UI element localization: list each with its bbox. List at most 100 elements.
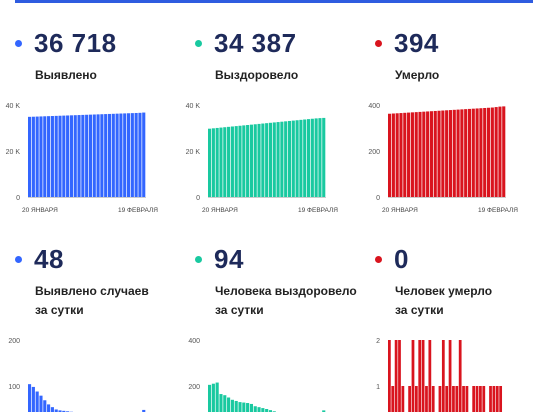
- bar: [475, 108, 479, 197]
- daily-deaths-label: Человек умерло за сутки: [395, 284, 493, 317]
- bar: [73, 115, 77, 197]
- bar: [428, 340, 432, 412]
- bar: [295, 120, 299, 197]
- bar: [208, 384, 212, 412]
- y-tick-label: 20 K: [6, 149, 21, 156]
- bar: [441, 340, 445, 412]
- y-tick-label: 400: [188, 338, 200, 345]
- bar: [246, 125, 250, 197]
- bar: [314, 118, 318, 197]
- bar: [215, 127, 219, 197]
- chart-daily-recovered: 400 200: [188, 338, 326, 412]
- bar: [31, 116, 35, 197]
- bar: [490, 107, 494, 197]
- bar: [62, 115, 66, 197]
- bar: [238, 125, 242, 197]
- bar: [130, 113, 134, 197]
- chart-daily-deaths: 21: [376, 338, 503, 412]
- stat-row: 48: [15, 244, 185, 274]
- bar: [303, 119, 307, 197]
- x-tick-label: 19 ФЕВРАЛЯ: [298, 207, 338, 214]
- bar: [211, 383, 215, 412]
- daily-recovered-value: 94: [214, 243, 244, 274]
- daily-detected-value: 48: [34, 243, 64, 274]
- bar: [479, 108, 483, 197]
- bar: [253, 124, 257, 197]
- legend-dot-icon: [375, 39, 382, 47]
- bar: [467, 108, 472, 197]
- bar: [257, 407, 261, 412]
- bar: [502, 106, 506, 197]
- bar: [246, 403, 250, 412]
- bar: [142, 112, 146, 197]
- bar: [39, 395, 43, 412]
- bar: [39, 116, 43, 197]
- y-tick-label: 200: [8, 338, 20, 345]
- chart-total-detected: 40 K 20 K 020 ЯНВАРЯ 19 ФЕВРАЛЯ: [6, 103, 159, 214]
- bar: [462, 386, 465, 412]
- bar: [322, 410, 326, 412]
- bar: [445, 386, 449, 412]
- stat-row: 34 387: [195, 28, 365, 58]
- bar: [85, 114, 89, 197]
- bar: [272, 122, 276, 197]
- legend-dot-icon: [15, 39, 22, 47]
- y-tick-label: 200: [188, 384, 200, 391]
- stat-row: 0: [375, 244, 545, 274]
- bar: [445, 110, 449, 197]
- bar: [299, 119, 303, 197]
- bar: [234, 126, 238, 197]
- bar: [257, 123, 261, 197]
- legend-dot-icon: [195, 39, 202, 47]
- bar: [388, 113, 392, 197]
- bar: [471, 108, 475, 197]
- bar: [234, 400, 238, 412]
- bar: [429, 111, 433, 197]
- bar: [107, 113, 112, 197]
- bar: [433, 110, 437, 197]
- bar: [465, 386, 469, 412]
- y-tick-label: 200: [368, 149, 380, 156]
- bar: [35, 116, 39, 197]
- bar: [47, 116, 51, 197]
- bar: [208, 128, 212, 197]
- y-tick-label: 40 K: [6, 103, 21, 110]
- x-tick-label: 20 ЯНВАРЯ: [382, 207, 418, 214]
- bar: [123, 113, 127, 197]
- total-recovered-value: 34 387: [214, 27, 297, 58]
- bar: [431, 386, 435, 412]
- bar: [31, 386, 35, 412]
- bar: [111, 113, 115, 197]
- stat-panel-daily-deaths: 0 Человек умерло за сутки: [375, 244, 545, 320]
- bar: [448, 110, 453, 197]
- total-detected-value: 36 718: [34, 27, 117, 58]
- bar: [230, 126, 234, 197]
- bar: [479, 386, 482, 412]
- bar: [126, 113, 131, 197]
- bar: [494, 107, 498, 197]
- bar: [408, 386, 411, 412]
- chart-daily-detected: 200 100: [8, 338, 146, 412]
- bar: [410, 112, 414, 197]
- bar: [452, 109, 456, 197]
- bar: [475, 386, 479, 412]
- bar: [399, 113, 403, 197]
- bar: [227, 126, 231, 197]
- bar: [418, 111, 422, 197]
- bar: [28, 384, 32, 412]
- bar: [464, 109, 468, 197]
- bar: [458, 340, 462, 412]
- stat-row: 394: [375, 28, 545, 58]
- x-tick-label: 20 ЯНВАРЯ: [202, 207, 238, 214]
- bar: [287, 120, 292, 197]
- bar: [265, 123, 269, 197]
- bar: [253, 406, 257, 412]
- bar: [58, 410, 62, 412]
- bar: [66, 115, 70, 197]
- daily-deaths-value: 0: [394, 243, 409, 274]
- bar: [495, 386, 499, 412]
- bar: [291, 120, 295, 197]
- bar: [223, 395, 227, 412]
- bar: [77, 115, 81, 197]
- total-recovered-label: Выздоровело: [215, 68, 299, 82]
